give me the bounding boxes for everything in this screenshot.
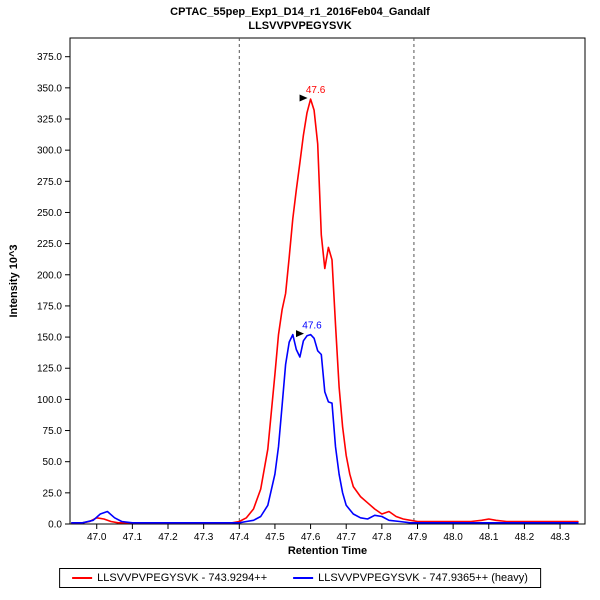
x-tick-label: 47.0 — [87, 532, 107, 543]
y-axis-label: Intensity 10^3 — [8, 244, 20, 318]
y-tick-label: 200.0 — [37, 270, 62, 281]
legend-label-light: LLSVVPVPEGYSVK - 743.9294++ — [97, 572, 268, 584]
y-tick-label: 225.0 — [37, 239, 62, 250]
peak-arrow-0 — [299, 94, 308, 102]
x-tick-label: 47.4 — [230, 532, 250, 543]
x-tick-label: 47.6 — [301, 532, 321, 543]
x-tick-label: 47.7 — [336, 532, 356, 543]
x-tick-label: 47.8 — [372, 532, 392, 543]
series-line-0[interactable] — [71, 98, 579, 524]
y-tick-label: 100.0 — [37, 395, 62, 406]
plot-border — [69, 37, 586, 525]
y-tick-label: 250.0 — [37, 208, 62, 219]
series-line-1[interactable] — [71, 333, 579, 524]
legend-item-light: LLSVVPVPEGYSVK - 743.9294++ — [72, 572, 267, 584]
x-tick-label: 47.5 — [265, 532, 285, 543]
x-tick-label: 48.1 — [479, 532, 499, 543]
y-tick-label: 325.0 — [37, 115, 62, 126]
y-tick-label: 350.0 — [37, 83, 62, 94]
legend-item-heavy: LLSVVPVPEGYSVK - 747.9365++ (heavy) — [293, 572, 528, 584]
x-tick-label: 47.1 — [123, 532, 143, 543]
x-tick-label: 47.3 — [194, 532, 214, 543]
y-tick-label: 125.0 — [37, 364, 62, 375]
peak-arrow-1 — [296, 330, 305, 338]
x-axis-label: Retention Time — [287, 545, 368, 557]
legend-label-heavy: LLSVVPVPEGYSVK - 747.9365++ (heavy) — [318, 572, 528, 584]
legend: LLSVVPVPEGYSVK - 743.9294++ LLSVVPVPEGYS… — [59, 568, 541, 588]
x-tick-label: 47.2 — [158, 532, 178, 543]
x-tick-label: 48.0 — [443, 532, 463, 543]
y-tick-label: 275.0 — [37, 177, 62, 188]
y-tick-label: 75.0 — [43, 426, 63, 437]
chart-header: CPTAC_55pep_Exp1_D14_r1_2016Feb04_Gandal… — [0, 5, 600, 33]
y-tick-label: 150.0 — [37, 333, 62, 344]
x-tick-label: 48.2 — [515, 532, 535, 543]
y-tick-label: 25.0 — [43, 488, 63, 499]
peak-annotation-1: 47.6 — [302, 321, 322, 332]
y-tick-label: 175.0 — [37, 301, 62, 312]
legend-line-sample-light — [72, 577, 93, 579]
peak-annotation-0: 47.6 — [306, 85, 326, 96]
chart-title: CPTAC_55pep_Exp1_D14_r1_2016Feb04_Gandal… — [170, 6, 430, 18]
y-tick-label: 0.0 — [48, 520, 62, 531]
y-tick-label: 50.0 — [43, 457, 63, 468]
chromatogram-plot[interactable]: 47.0 47.1 47.2 47.3 47.4 47.5 47.6 47.7 47.8 47.9… — [0, 0, 600, 562]
legend-line-sample-heavy — [293, 577, 314, 579]
y-tick-label: 375.0 — [37, 52, 62, 63]
x-tick-label: 48.3 — [550, 532, 570, 543]
chart-subtitle: LLSVVPVPEGYSVK — [248, 20, 352, 32]
x-tick-label: 47.9 — [408, 532, 428, 543]
y-tick-label: 300.0 — [37, 146, 62, 157]
